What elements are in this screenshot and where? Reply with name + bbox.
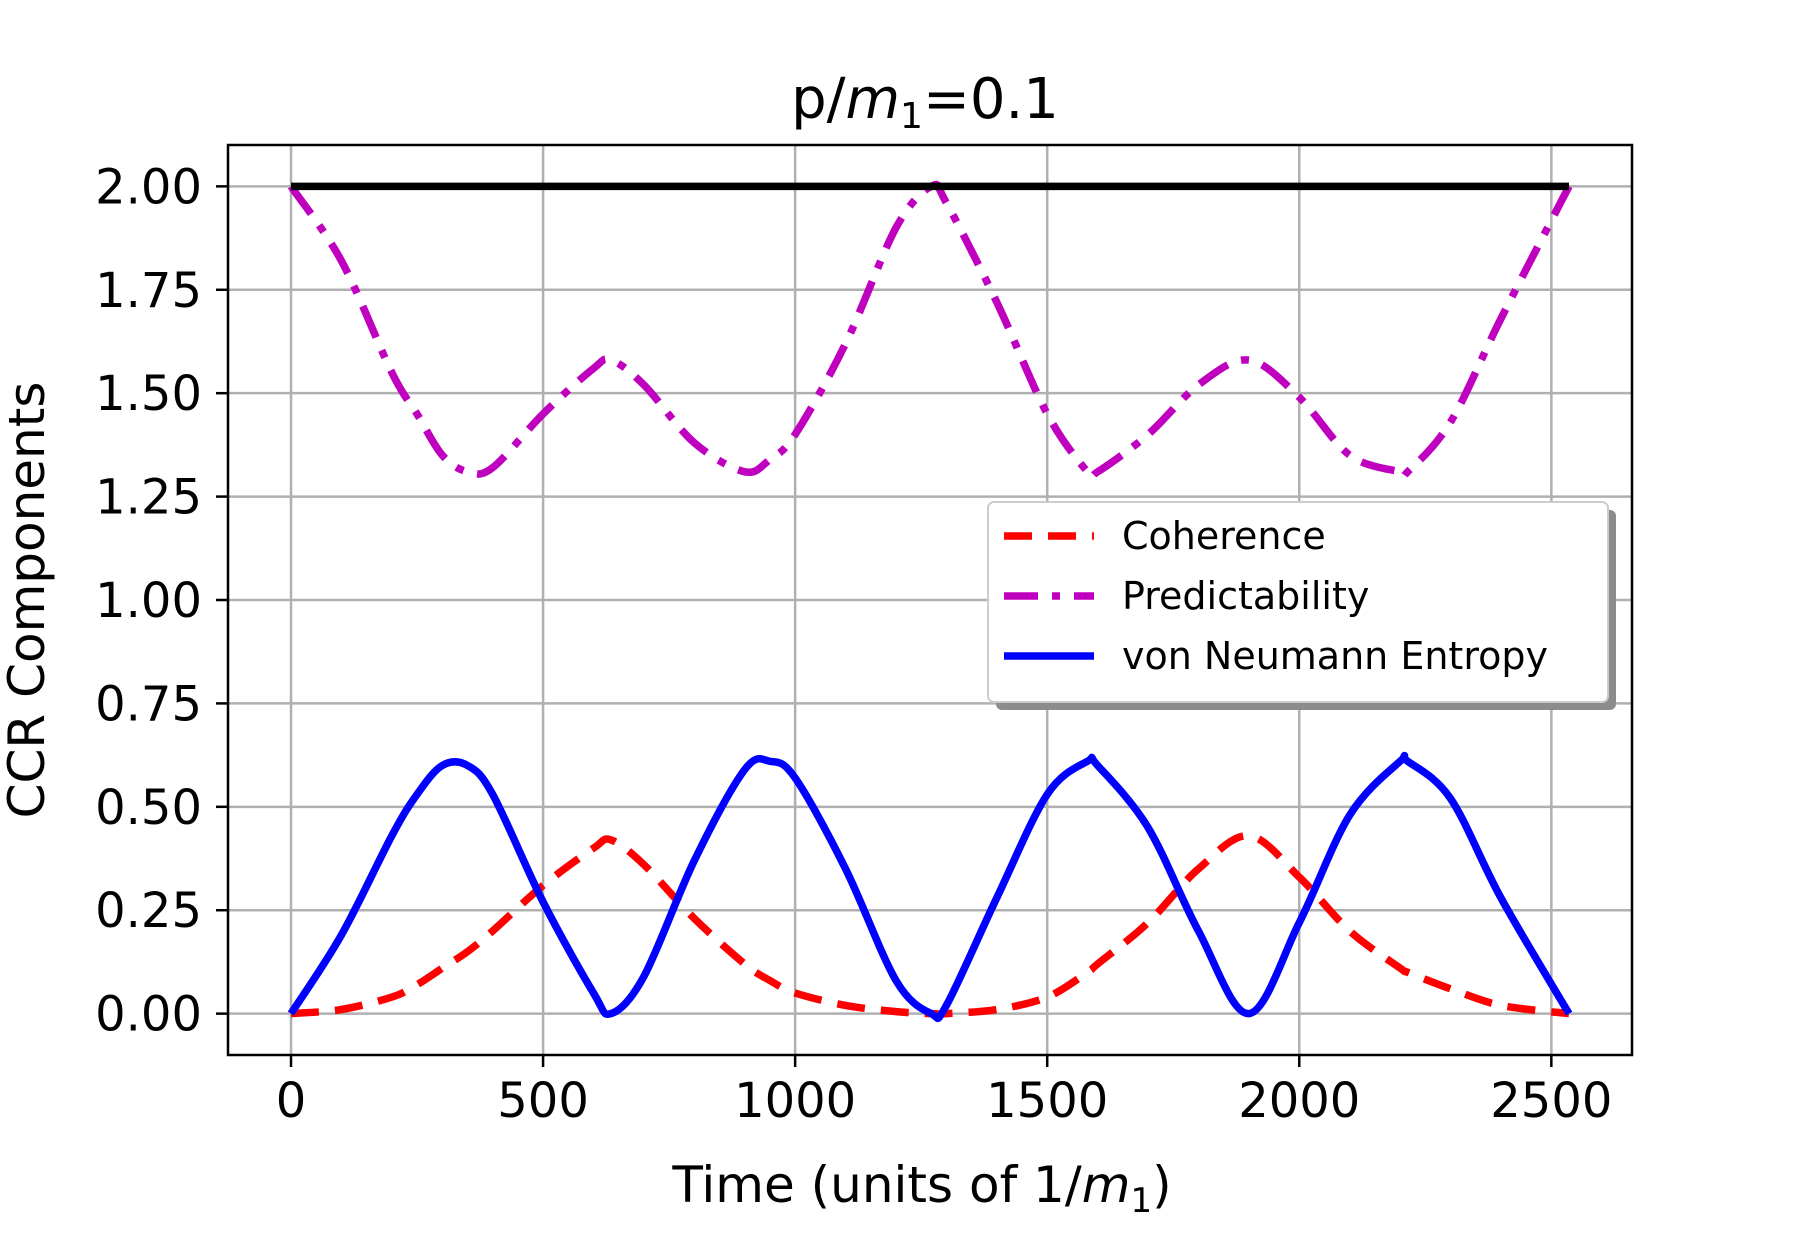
y-axis-ticks: 0.00 0.25 0.50 0.75 1.00 1.25 1.50 1.75 2.00 (95, 159, 228, 1043)
x-tick-label: 1000 (734, 1073, 856, 1129)
y-tick-label: 1.50 (95, 366, 202, 422)
chart-title: p/m1=0.1 (791, 67, 1059, 137)
y-tick-label: 2.00 (95, 159, 202, 215)
legend-label-coherence: Coherence (1122, 514, 1326, 558)
series-line-coherence (290, 832, 1570, 1018)
y-tick-label: 0.50 (95, 780, 202, 836)
y-tick-label: 0.00 (95, 987, 202, 1043)
x-axis-label: Time (units of 1/m1) (671, 1156, 1171, 1221)
series-layer (287, 180, 1573, 1023)
series-line-predictability (287, 180, 1573, 482)
legend: Coherence Predictability von Neumann Entro… (987, 501, 1616, 710)
y-tick-label: 0.75 (95, 676, 202, 732)
chart-title-var: m (845, 67, 900, 132)
x-tick-label: 0 (276, 1073, 307, 1129)
legend-label-predictability: Predictability (1122, 574, 1369, 618)
x-axis-label-suffix: ) (1152, 1156, 1172, 1214)
legend-items: Coherence Predictability von Neumann Entro… (1004, 514, 1548, 678)
y-tick-label: 1.00 (95, 573, 202, 629)
x-axis-label-prefix: Time (units of 1/ (671, 1156, 1081, 1214)
x-tick-label: 2000 (1238, 1073, 1360, 1129)
legend-label-von-neumann-entropy: von Neumann Entropy (1122, 634, 1548, 678)
x-axis-label-sub: 1 (1130, 1181, 1152, 1221)
x-tick-label: 500 (497, 1073, 589, 1129)
y-tick-label: 1.75 (95, 263, 202, 319)
x-axis-ticks: 0 500 1000 1500 2000 2500 (276, 1055, 1612, 1129)
chart-title-prefix: p/ (791, 67, 846, 132)
chart-title-sub: 1 (900, 96, 923, 137)
legend-box (987, 501, 1609, 703)
x-axis-label-var: m (1082, 1156, 1131, 1214)
y-tick-label: 1.25 (95, 470, 202, 526)
x-tick-label: 1500 (986, 1073, 1108, 1129)
y-axis-label: CCR Components (0, 382, 56, 819)
chart-title-suffix: =0.1 (923, 67, 1059, 132)
y-tick-label: 0.25 (95, 883, 202, 939)
series-line-von-neumann-entropy (287, 751, 1573, 1023)
x-tick-label: 2500 (1490, 1073, 1612, 1129)
